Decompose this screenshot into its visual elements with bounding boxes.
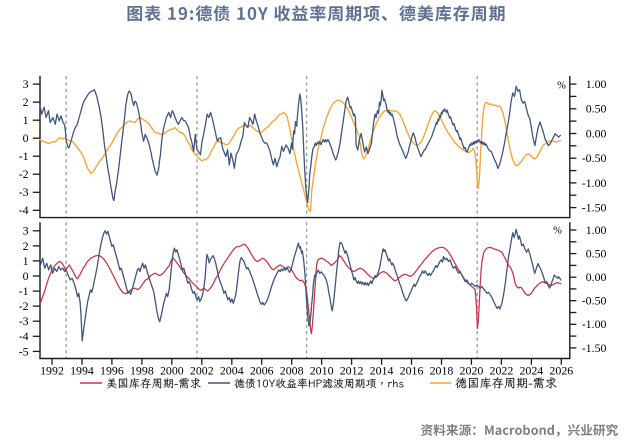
svg-text:-2: -2 [19,167,29,181]
svg-text:-3: -3 [19,314,29,328]
svg-text:-1: -1 [19,284,29,298]
svg-text:-0.50: -0.50 [582,151,607,165]
svg-text:1.00: 1.00 [586,223,607,237]
svg-text:0: 0 [23,131,29,145]
svg-text:-1.00: -1.00 [582,176,607,190]
svg-text:-4: -4 [19,329,29,343]
svg-text:1994: 1994 [70,363,94,377]
svg-text:-1.50: -1.50 [582,201,607,215]
svg-text:1998: 1998 [130,363,154,377]
svg-text:%: % [557,81,566,92]
svg-text:2018: 2018 [430,363,454,377]
svg-text:1: 1 [23,113,29,127]
svg-text:-5: -5 [19,344,29,358]
svg-text:2: 2 [23,95,29,109]
svg-text:2006: 2006 [250,363,274,377]
svg-text:0.00: 0.00 [586,126,607,140]
svg-text:2012: 2012 [340,363,364,377]
svg-text:2008: 2008 [280,363,304,377]
svg-text:3: 3 [23,77,29,91]
svg-text:%: % [553,226,562,237]
svg-text:-1.00: -1.00 [582,317,607,331]
svg-text:2010: 2010 [310,363,334,377]
svg-text:0: 0 [23,269,29,283]
svg-text:1992: 1992 [40,363,64,377]
svg-text:2024: 2024 [519,363,543,377]
svg-text:2004: 2004 [220,363,244,377]
svg-text:2002: 2002 [190,363,214,377]
svg-text:0.00: 0.00 [586,270,607,284]
svg-text:3: 3 [23,224,29,238]
svg-text:2016: 2016 [400,363,424,377]
svg-text:0.50: 0.50 [586,102,607,116]
svg-text:2014: 2014 [370,363,394,377]
svg-text:-4: -4 [19,203,29,217]
svg-text:1.00: 1.00 [586,77,607,91]
svg-text:-2: -2 [19,299,29,313]
svg-text:2026: 2026 [549,363,573,377]
svg-text:0.50: 0.50 [586,246,607,260]
svg-text:-1: -1 [19,149,29,163]
svg-text:-0.50: -0.50 [582,294,607,308]
svg-text:1: 1 [23,254,29,268]
svg-text:2000: 2000 [160,363,184,377]
svg-text:-3: -3 [19,185,29,199]
svg-text:1996: 1996 [100,363,124,377]
svg-text:2: 2 [23,239,29,253]
svg-text:2020: 2020 [460,363,484,377]
svg-text:-1.50: -1.50 [582,341,607,355]
svg-text:2022: 2022 [490,363,514,377]
